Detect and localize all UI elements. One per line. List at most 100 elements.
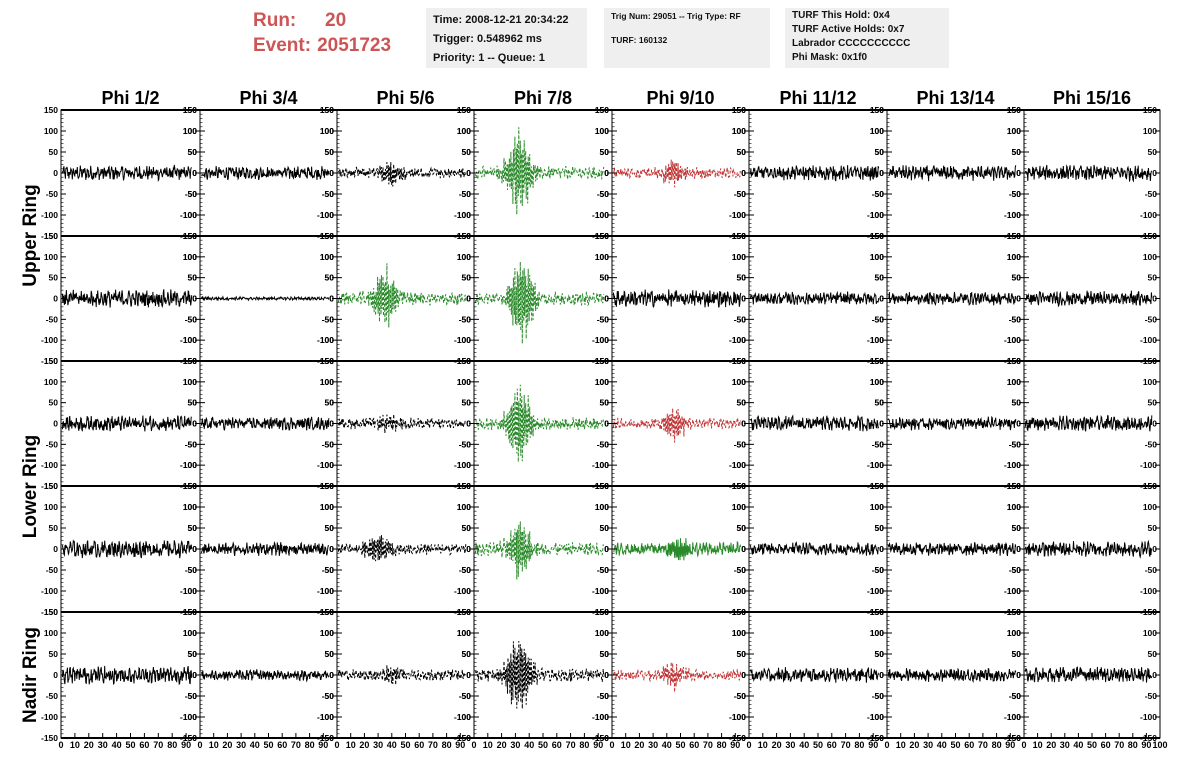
y-tick-label: -50: [872, 189, 885, 199]
y-tick-label: 100: [320, 252, 334, 262]
y-tick-label: -100: [1140, 210, 1157, 220]
x-tick-label: 50: [400, 740, 410, 750]
x-tick-label: 100: [1152, 740, 1167, 750]
y-tick-label: 100: [1143, 252, 1157, 262]
y-tick-label: 0: [1016, 419, 1021, 429]
x-tick-label: 10: [209, 740, 219, 750]
y-tick-label: -50: [1145, 189, 1158, 199]
x-tick-label: 40: [387, 740, 397, 750]
y-tick-label: 0: [192, 168, 197, 178]
y-tick-label: 0: [879, 294, 884, 304]
x-tick-label: 50: [538, 740, 548, 750]
y-tick-label: -50: [597, 439, 610, 449]
y-tick-label: 100: [457, 502, 471, 512]
y-tick-label: 50: [737, 147, 747, 157]
y-tick-label: 50: [325, 398, 335, 408]
y-tick-label: 100: [320, 628, 334, 638]
y-tick-label: -50: [322, 189, 335, 199]
y-tick-label: 0: [741, 544, 746, 554]
y-tick-label: 0: [53, 419, 58, 429]
y-tick-label: 50: [1012, 649, 1022, 659]
x-tick-label: 80: [442, 740, 452, 750]
y-tick-label: -50: [322, 691, 335, 701]
y-tick-label: -100: [1004, 586, 1021, 596]
y-tick-label: -100: [867, 460, 884, 470]
y-tick-label: -100: [729, 335, 746, 345]
y-tick-label: 0: [1152, 168, 1157, 178]
y-tick-label: -100: [180, 712, 197, 722]
y-tick-label: 100: [870, 252, 884, 262]
x-tick-label: 0: [884, 740, 889, 750]
y-tick-label: 100: [320, 502, 334, 512]
y-tick-label: 100: [595, 377, 609, 387]
y-tick-label: 50: [462, 523, 472, 533]
y-tick-label: 0: [741, 419, 746, 429]
y-tick-label: 50: [1012, 147, 1022, 157]
x-tick-label: 90: [455, 740, 465, 750]
y-tick-label: 100: [732, 377, 746, 387]
y-tick-label: 0: [53, 294, 58, 304]
y-tick-label: -50: [459, 189, 472, 199]
y-tick-label: 50: [875, 273, 885, 283]
waveform-trace: [475, 384, 605, 463]
y-tick-label: -100: [1004, 335, 1021, 345]
x-tick-label: 90: [1141, 740, 1151, 750]
y-tick-label: -100: [729, 210, 746, 220]
y-tick-label: -100: [454, 712, 471, 722]
y-tick-label: 50: [462, 273, 472, 283]
waveform-trace: [337, 535, 467, 562]
column-title: Phi 5/6: [376, 88, 434, 108]
y-tick-label: 0: [879, 168, 884, 178]
y-tick-label: -100: [454, 460, 471, 470]
y-tick-label: 100: [457, 126, 471, 136]
y-tick-label: -50: [46, 439, 59, 449]
x-tick-label: 20: [222, 740, 232, 750]
y-tick-label: 0: [741, 670, 746, 680]
y-tick-label: -50: [597, 314, 610, 324]
x-tick-label: 50: [263, 740, 273, 750]
y-tick-label: -50: [322, 565, 335, 575]
y-tick-label: 0: [1016, 544, 1021, 554]
turf-text: TURF: 160132: [611, 35, 668, 45]
y-tick-label: 100: [457, 628, 471, 638]
y-tick-label: -50: [597, 565, 610, 575]
y-tick-label: 50: [875, 649, 885, 659]
waveform-trace: [750, 414, 880, 432]
x-tick-label: 30: [785, 740, 795, 750]
y-tick-label: -100: [41, 712, 58, 722]
waveform-trace: [888, 291, 1017, 307]
y-tick-label: 50: [737, 273, 747, 283]
x-tick-label: 40: [524, 740, 534, 750]
waveform-trace: [1024, 164, 1153, 183]
y-tick-label: 50: [1148, 147, 1158, 157]
y-tick-label: 100: [870, 126, 884, 136]
y-tick-label: 0: [604, 419, 609, 429]
y-tick-label: -100: [180, 335, 197, 345]
x-tick-label: 80: [1128, 740, 1138, 750]
y-tick-label: 0: [604, 168, 609, 178]
x-tick-label: 90: [730, 740, 740, 750]
y-tick-label: 0: [192, 670, 197, 680]
y-tick-label: 0: [741, 168, 746, 178]
y-tick-label: -100: [1004, 460, 1021, 470]
y-tick-label: -50: [46, 314, 59, 324]
y-tick-label: -100: [180, 210, 197, 220]
y-tick-label: -100: [180, 460, 197, 470]
y-tick-label: 100: [183, 377, 197, 387]
y-tick-label: 0: [879, 670, 884, 680]
y-tick-label: 0: [1152, 419, 1157, 429]
y-tick-label: 0: [329, 168, 334, 178]
y-tick-label: -100: [867, 712, 884, 722]
y-tick-label: -100: [592, 586, 609, 596]
y-tick-label: 50: [875, 398, 885, 408]
y-tick-label: -100: [454, 335, 471, 345]
y-tick-label: -50: [322, 691, 335, 701]
y-tick-label: 100: [1007, 126, 1021, 136]
x-tick-label: 0: [609, 740, 614, 750]
y-tick-label: -100: [867, 335, 884, 345]
y-tick-label: 0: [1016, 294, 1021, 304]
y-tick-label: 0: [1152, 294, 1157, 304]
y-tick-label: 50: [188, 649, 198, 659]
y-tick-label: 100: [183, 502, 197, 512]
